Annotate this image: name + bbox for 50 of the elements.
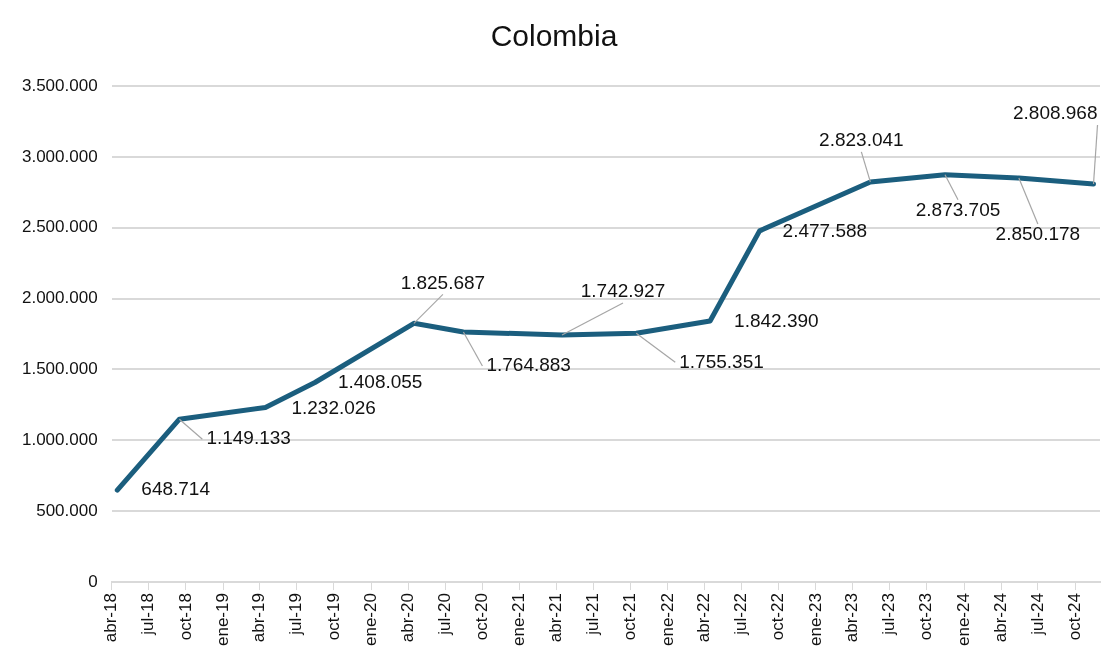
y-tick-label: 2.000.000 xyxy=(21,288,98,308)
data-label: 2.823.041 xyxy=(819,129,904,151)
data-label: 1.232.026 xyxy=(291,396,376,418)
x-tick-label: abr-22 xyxy=(694,593,714,643)
data-label: 2.850.178 xyxy=(995,223,1081,245)
data-label: 1.764.883 xyxy=(486,354,571,376)
data-label: 1.755.351 xyxy=(679,350,764,372)
x-tick-label: jul-19 xyxy=(286,593,306,636)
x-tick-label: jul-20 xyxy=(434,593,454,636)
y-tick-label: 500.000 xyxy=(36,500,98,520)
y-tick-label: 3.000.000 xyxy=(21,146,98,166)
x-tick-label: oct-20 xyxy=(472,593,492,641)
x-tick-label: oct-22 xyxy=(768,593,788,641)
y-tick-label: 0 xyxy=(88,571,98,591)
y-tick-label: 1.500.000 xyxy=(21,359,98,379)
data-label: 1.149.133 xyxy=(206,427,291,449)
data-label: 2.477.588 xyxy=(782,220,868,242)
x-tick-label: jul-24 xyxy=(1027,593,1047,636)
x-tick-label: oct-18 xyxy=(175,593,195,641)
chart-title: Colombia xyxy=(490,19,618,53)
x-tick-label: oct-19 xyxy=(323,593,343,641)
x-tick-label: abr-20 xyxy=(397,593,417,643)
x-tick-label: oct-24 xyxy=(1064,593,1084,641)
data-label: 2.873.705 xyxy=(915,199,1001,220)
x-tick-label: abr-18 xyxy=(101,593,121,643)
x-tick-label: abr-23 xyxy=(842,593,862,643)
data-label: 1.742.927 xyxy=(580,280,666,302)
x-tick-label: jul-21 xyxy=(582,593,602,636)
data-label: 648.714 xyxy=(141,478,211,500)
x-tick-label: ene-20 xyxy=(360,593,380,646)
data-label: 1.825.687 xyxy=(400,271,486,293)
y-tick-label: 2.500.000 xyxy=(21,217,98,237)
x-tick-label: jul-23 xyxy=(879,593,899,636)
x-tick-label: oct-23 xyxy=(916,593,936,641)
x-tick-label: ene-22 xyxy=(657,593,677,646)
data-label: 1.842.390 xyxy=(734,310,819,332)
data-label: 2.808.968 xyxy=(1012,102,1098,124)
x-tick-label: ene-23 xyxy=(805,593,825,646)
x-tick-label: jul-18 xyxy=(138,593,158,636)
x-tick-label: ene-24 xyxy=(953,593,973,646)
x-tick-label: ene-19 xyxy=(212,593,232,646)
x-tick-label: abr-21 xyxy=(546,593,565,643)
data-label: 1.408.055 xyxy=(337,370,423,392)
x-tick-label: abr-24 xyxy=(990,593,1010,643)
x-tick-label: ene-21 xyxy=(509,593,529,646)
x-tick-label: abr-19 xyxy=(249,593,269,643)
x-tick-label: jul-22 xyxy=(731,593,751,636)
y-tick-label: 3.500.000 xyxy=(21,75,98,95)
y-tick-label: 1.000.000 xyxy=(21,430,98,450)
x-tick-label: oct-21 xyxy=(620,593,640,641)
